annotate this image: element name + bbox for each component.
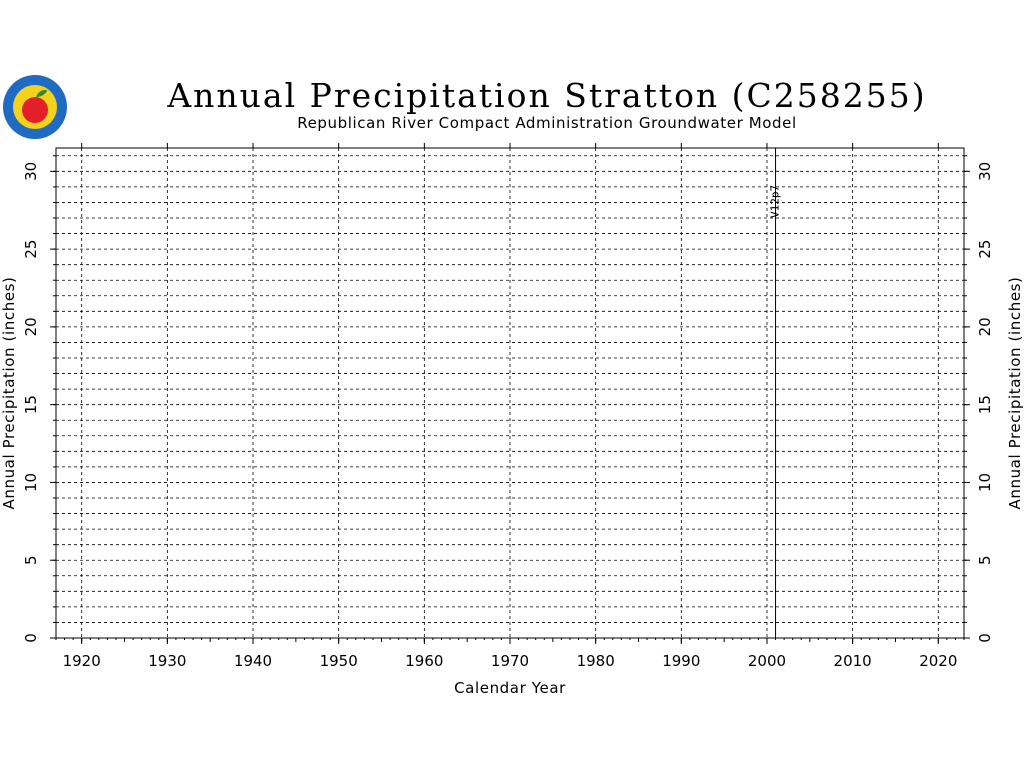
y-tick-label-right: 5 bbox=[976, 555, 994, 565]
y-tick-label-left: 10 bbox=[22, 473, 40, 492]
logo bbox=[3, 75, 67, 139]
y-tick-label-right: 10 bbox=[976, 473, 994, 492]
y-tick-label-left: 30 bbox=[22, 162, 40, 181]
y-axis-title-left: Annual Precipitation (inches) bbox=[0, 276, 18, 509]
logo-leaf-icon bbox=[36, 89, 47, 97]
y-axis-title-right: Annual Precipitation (inches) bbox=[1006, 276, 1024, 509]
y-tick-layer: 0 0 5 5 10 10 15 15 20 20 25 25 30 30 bbox=[22, 155, 994, 643]
logo-apple-icon bbox=[22, 97, 48, 123]
y-tick-label-left: 0 bbox=[22, 633, 40, 643]
y-tick-label-right: 25 bbox=[976, 240, 994, 259]
x-tick-label: 1960 bbox=[405, 652, 443, 670]
chart-title: Annual Precipitation Stratton (C258255) bbox=[166, 76, 926, 115]
x-tick-label: 1930 bbox=[148, 652, 186, 670]
y-tick-label-right: 15 bbox=[976, 395, 994, 414]
x-axis-title: Calendar Year bbox=[454, 679, 566, 697]
x-tick-label: 1940 bbox=[234, 652, 272, 670]
y-tick-label-left: 5 bbox=[22, 555, 40, 565]
x-tick-label: 1980 bbox=[577, 652, 615, 670]
annotation-label: V12p7 bbox=[769, 185, 782, 218]
x-tick-label: 2000 bbox=[748, 652, 786, 670]
x-tick-label: 1970 bbox=[491, 652, 529, 670]
x-tick-label: 2010 bbox=[834, 652, 872, 670]
y-tick-label-right: 30 bbox=[976, 162, 994, 181]
y-tick-label-right: 0 bbox=[976, 633, 994, 643]
x-tick-label: 2020 bbox=[919, 652, 957, 670]
chart-subtitle: Republican River Compact Administration … bbox=[297, 114, 797, 132]
y-tick-label-left: 15 bbox=[22, 395, 40, 414]
y-tick-label-right: 20 bbox=[976, 317, 994, 336]
y-tick-label-left: 20 bbox=[22, 317, 40, 336]
x-tick-label: 1950 bbox=[320, 652, 358, 670]
x-tick-label: 1990 bbox=[662, 652, 700, 670]
annotation-layer: V12p7 bbox=[769, 148, 782, 638]
x-tick-layer: 1920 1930 1940 1950 1960 1970 1980 1990 2000 2010… bbox=[55, 143, 965, 670]
grid-layer bbox=[56, 148, 964, 638]
y-tick-label-left: 25 bbox=[22, 240, 40, 259]
x-tick-label: 1920 bbox=[63, 652, 101, 670]
